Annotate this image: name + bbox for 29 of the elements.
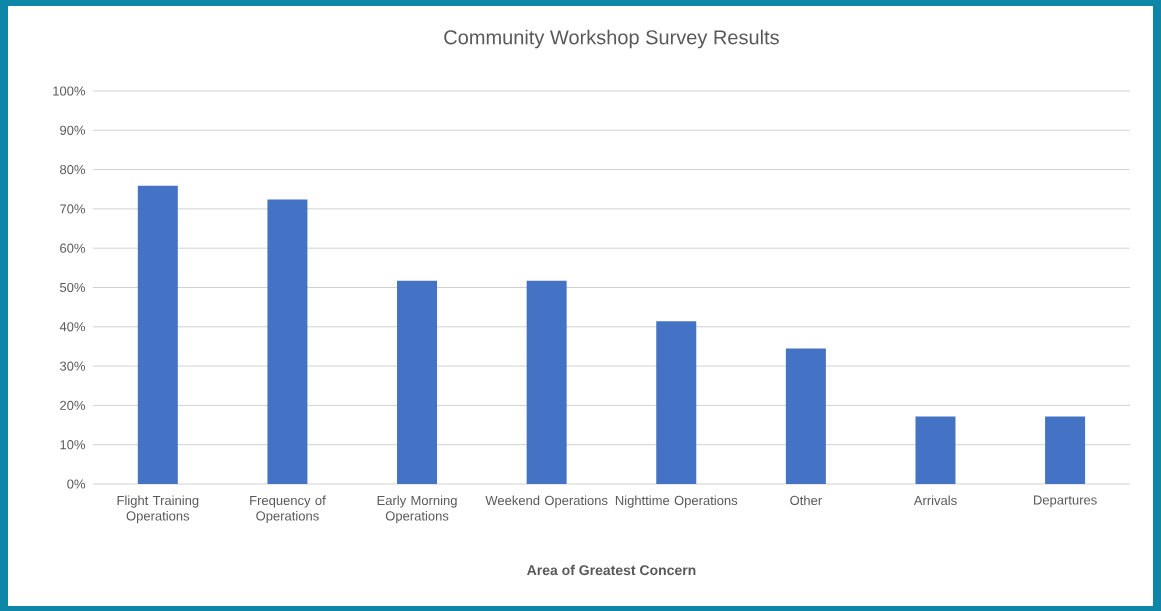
bar [1045,416,1086,484]
x-tick-label: Weekend Operations [485,495,608,508]
x-tick-label: Flight Training Operations [117,495,199,524]
x-axis-title: Area of Greatest Concern [526,564,696,576]
y-tick-label: 10% [60,440,86,450]
bar [915,416,956,484]
bar [656,321,697,484]
x-tick-label: Nighttime Operations [615,495,738,508]
x-tick-label: Early Morning Operations [377,495,457,524]
bar [267,199,308,484]
y-tick-label: 60% [60,243,86,253]
bar [397,280,438,484]
chart-title: Community Workshop Survey Results [444,29,779,49]
y-tick-label: 90% [60,125,86,135]
y-tick-label: 80% [60,164,86,175]
y-tick-label: 40% [59,322,86,332]
y-tick-label: 50% [59,282,86,293]
y-tick-label: 70% [60,204,86,214]
y-tick-label: 0% [67,479,86,489]
x-tick-label: Frequency of Operations [250,495,326,524]
bar [785,348,826,484]
y-tick-label: 30% [59,361,86,371]
y-tick-label: 20% [60,400,86,410]
bar [526,280,567,484]
y-tick-label: 100% [53,86,86,96]
bar [137,185,178,484]
x-tick-label: Other [790,495,822,506]
x-tick-label: Departures [1034,495,1097,508]
x-tick-label: Arrivals [913,495,957,506]
